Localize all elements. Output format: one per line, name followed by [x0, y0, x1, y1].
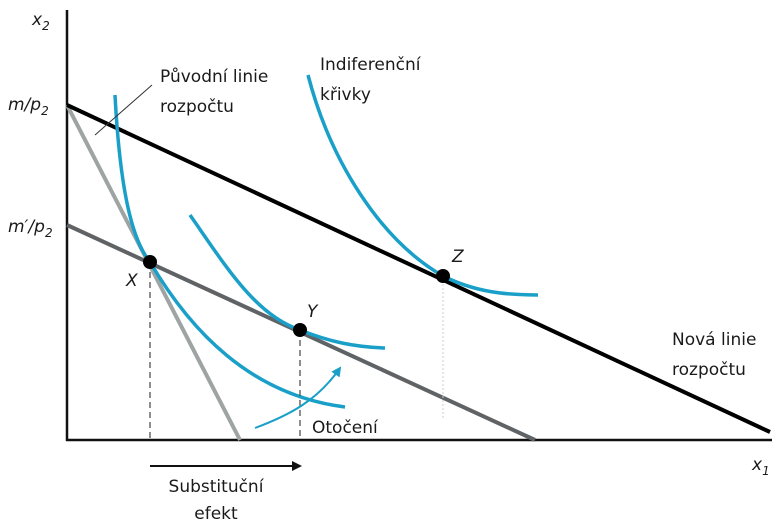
label-subscript: 2 — [45, 226, 53, 240]
x-axis-label: x1 — [751, 455, 770, 478]
indifference-curve — [306, 74, 539, 297]
point — [436, 269, 450, 283]
point — [293, 323, 307, 337]
leader-line — [94, 84, 153, 136]
annotation: Nová linie — [672, 330, 756, 350]
annotation: Substituční — [169, 477, 265, 497]
label-base: x — [751, 455, 763, 475]
label-subscript: 2 — [42, 19, 50, 33]
annotation: Otočení — [312, 418, 379, 438]
indifference-curve — [113, 94, 346, 409]
annotation: efekt — [194, 504, 238, 524]
new-budget-line — [66, 103, 771, 434]
point-label: Y — [307, 302, 319, 322]
intercept-label: m′/p2 — [8, 217, 53, 240]
point-label: X — [125, 271, 138, 291]
annotation: Indiferenční — [320, 55, 422, 75]
original-budget-line — [65, 104, 242, 441]
annotation: křivky — [320, 85, 371, 105]
intercept-label: m/p2 — [8, 95, 49, 118]
annotation: Původní linie — [160, 67, 268, 87]
point — [143, 255, 157, 269]
annotation: rozpočtu — [672, 360, 746, 380]
point-label: Z — [451, 247, 464, 267]
y-axis-label: x2 — [31, 10, 50, 33]
label-subscript: 2 — [41, 104, 49, 118]
label-base: m/p — [8, 95, 41, 115]
label-base: m′/p — [8, 217, 45, 237]
rotation-arrow — [254, 366, 342, 429]
label-subscript: 1 — [762, 464, 770, 478]
label-base: x — [31, 10, 43, 30]
annotation: rozpočtu — [160, 97, 234, 117]
